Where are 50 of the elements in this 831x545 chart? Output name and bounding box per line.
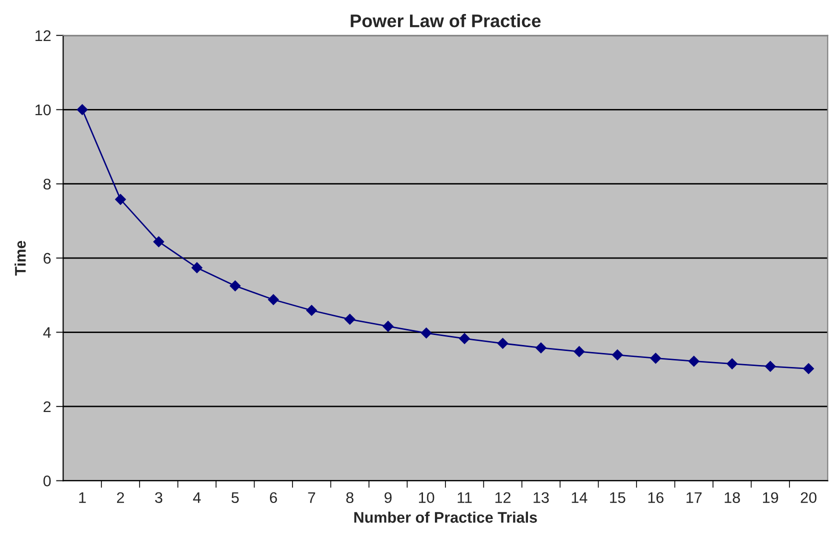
- y-tick-label: 0: [43, 476, 51, 486]
- chart-title: Power Law of Practice: [350, 14, 541, 28]
- point: [153, 236, 164, 248]
- x-tick-label: 20: [800, 492, 816, 504]
- point: [230, 280, 241, 292]
- x-tick-label: 1: [79, 492, 86, 503]
- point: [344, 314, 356, 325]
- point: [574, 346, 585, 357]
- x-tick-label: 3: [155, 492, 162, 504]
- point: [420, 328, 432, 338]
- y-tick-label: 4: [43, 327, 51, 338]
- point: [497, 338, 508, 349]
- point: [268, 294, 279, 306]
- point: [688, 356, 700, 367]
- x-tick-label: 12: [495, 492, 510, 503]
- point: [306, 304, 318, 316]
- x-tick-label: 18: [724, 492, 740, 504]
- point: [459, 333, 470, 344]
- point: [76, 104, 88, 116]
- x-tick-label: 8: [346, 492, 354, 504]
- y-tick-label: 2: [44, 401, 51, 412]
- y-tick-label: 8: [44, 178, 51, 190]
- point: [803, 363, 814, 374]
- point: [726, 358, 738, 370]
- x-tick-label: 11: [458, 492, 472, 503]
- x-tick-label: 13: [534, 492, 549, 504]
- x-axis-title: Number of Practice Trials: [354, 512, 537, 523]
- x-tick-label: 7: [308, 492, 316, 503]
- x-tick-label: 10: [418, 492, 434, 504]
- point: [536, 342, 546, 354]
- point: [650, 352, 662, 364]
- x-tick-label: 2: [117, 492, 124, 503]
- x-tick-label: 9: [384, 492, 392, 504]
- x-tick-label: 5: [232, 492, 239, 504]
- x-tick-label: 4: [193, 492, 201, 503]
- point: [764, 360, 776, 372]
- y-tick-label: 10: [36, 104, 51, 116]
- y-tick-label: 12: [36, 30, 51, 41]
- y-axis-title: Time: [14, 240, 26, 276]
- x-tick-label: 6: [270, 492, 277, 504]
- point: [115, 194, 126, 205]
- y-tick-label: 6: [44, 252, 51, 264]
- x-tick-label: 14: [572, 492, 588, 503]
- x-tick-label: 16: [648, 492, 664, 504]
- x-tick-label: 15: [610, 492, 626, 504]
- point: [612, 349, 623, 360]
- x-tick-label: 17: [686, 492, 702, 503]
- point: [382, 320, 394, 332]
- x-tick-label: 19: [763, 492, 778, 504]
- point: [192, 262, 202, 274]
